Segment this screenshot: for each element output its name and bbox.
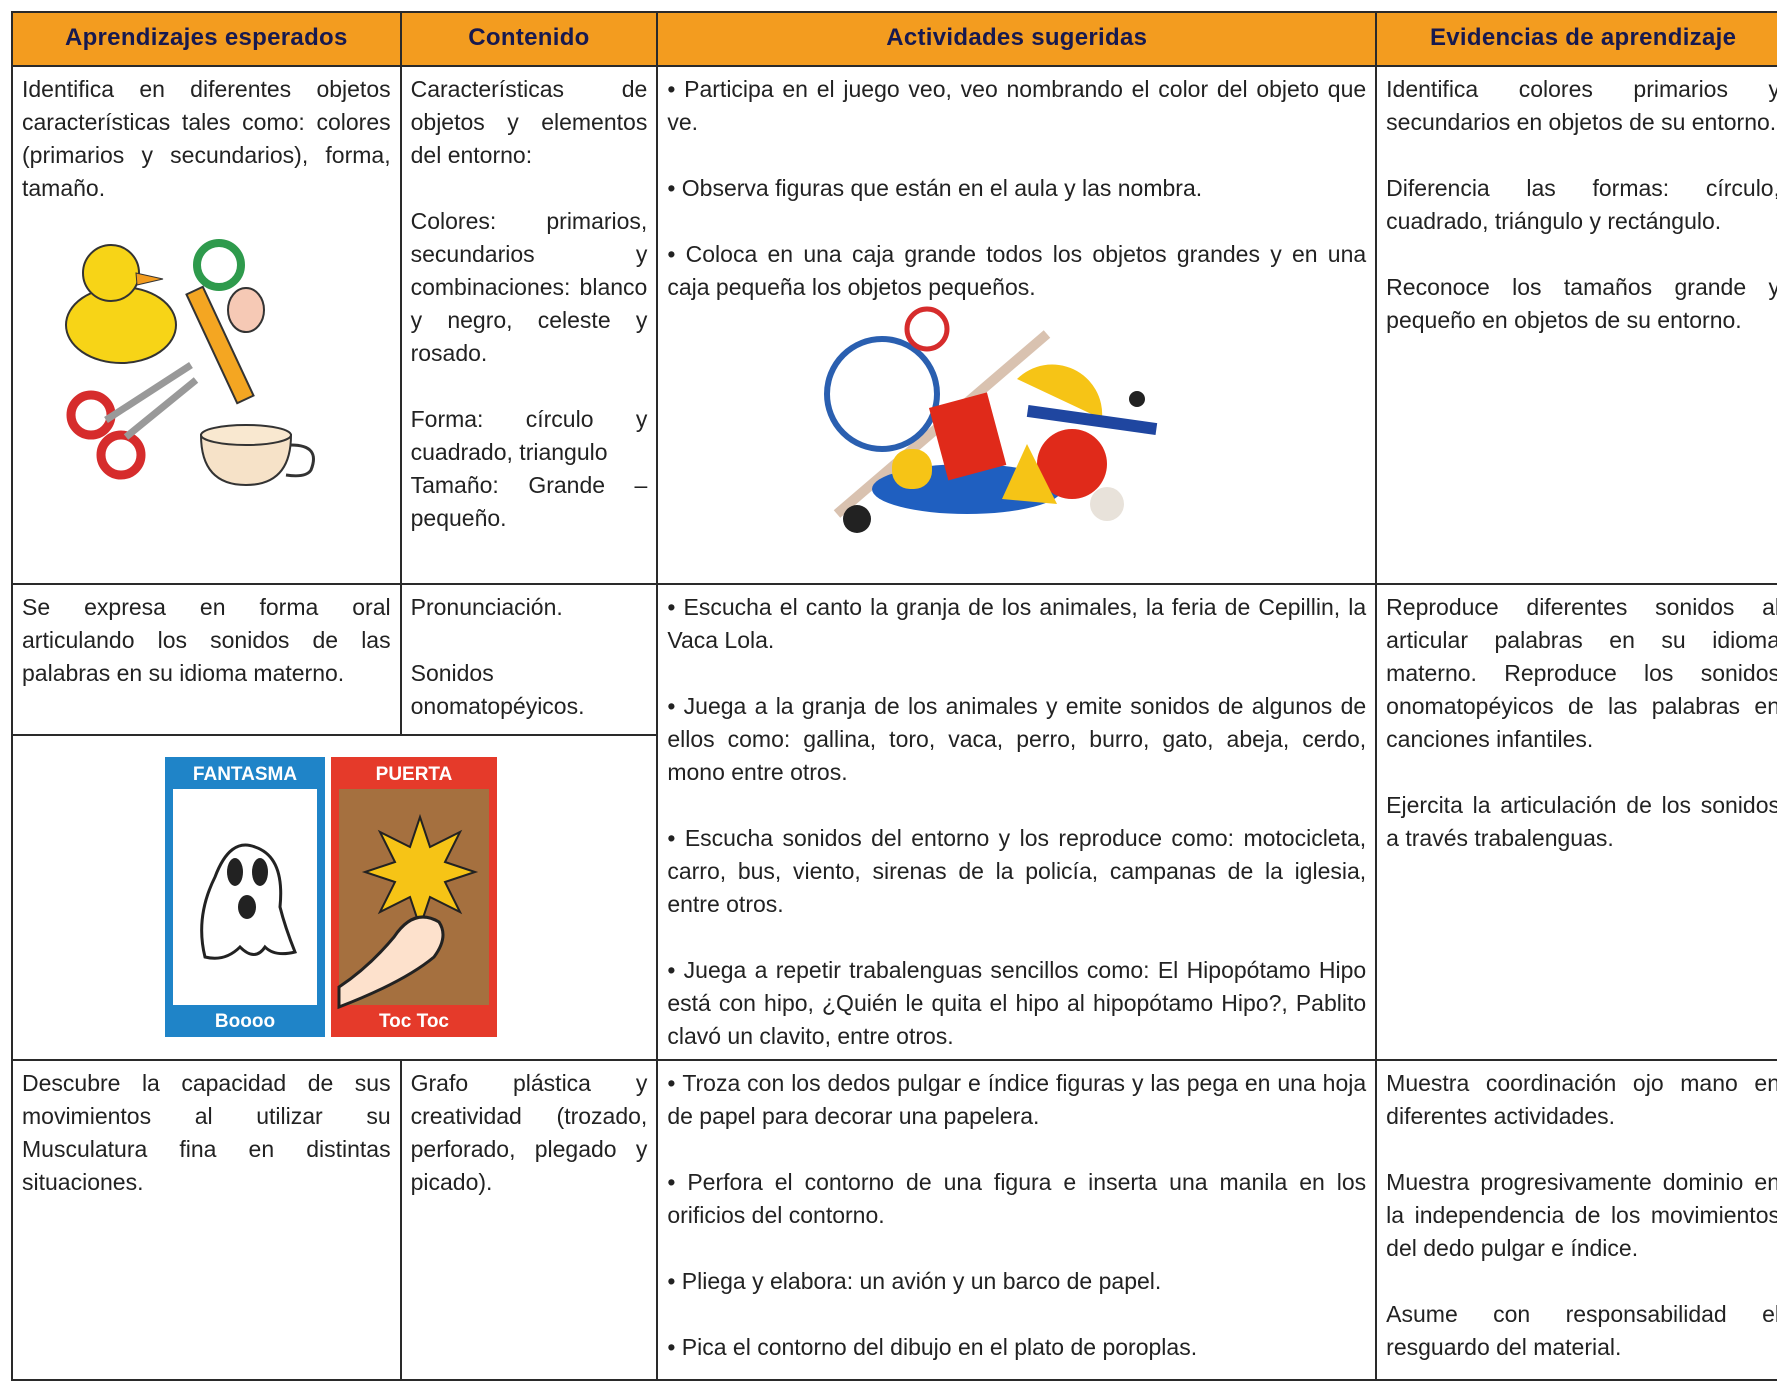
paragraph: Pronunciación. [410, 594, 563, 620]
cup [200, 434, 293, 487]
header-row: Aprendizajes esperados Contenido Actividad… [11, 11, 1777, 67]
paragraph: Reconoce los tamaños grande y pequeño en… [1386, 274, 1777, 333]
duck-head [82, 244, 141, 302]
expected-cell: Se expresa en forma oral articulando los… [11, 583, 402, 736]
paragraph: Colores: primarios, secundarios y combin… [410, 208, 648, 366]
activity-item: Escucha el canto la granja de los animal… [667, 591, 1366, 657]
column-header: Actividades sugeridas [656, 11, 1378, 67]
paragraph: Descubre la capacidad de sus movimientos… [22, 1070, 391, 1195]
pacifier-nipple [227, 287, 266, 333]
activities-cell: Participa en el juego veo, veo nombrando… [656, 65, 1378, 585]
knock-burst [361, 814, 478, 931]
table-row: Descubre la capacidad de sus movimientos… [11, 1059, 1777, 1381]
image-cell: FANTASMA Boooo PUERTA Toc Toc [10, 733, 659, 1062]
table-body: Identifica en diferentes objetos caracte… [10, 65, 1777, 1381]
card-title: FANTASMA [193, 764, 297, 785]
activity-item: Juega a repetir trabalenguas sencillos c… [667, 954, 1366, 1053]
blue-bar [1026, 405, 1157, 435]
activity-item: Perfora el contorno de una figura e inse… [667, 1166, 1366, 1232]
evidence-cell: Muestra coordinación ojo mano en diferen… [1375, 1059, 1777, 1381]
duck-beak [135, 272, 164, 286]
black-ball [842, 505, 871, 533]
body: Aprendizajes esperados Contenido Actividad… [0, 0, 1777, 1349]
content-cell: Grafo plástica y creatividad (trozado, p… [399, 1059, 659, 1381]
paragraph: Identifica colores primarios y secundari… [1386, 76, 1777, 135]
blue-ring [823, 336, 940, 452]
objects-illustration [65, 239, 316, 487]
pacifier-ring [193, 239, 246, 291]
paragraph: Asume con responsabilidad el resguardo d… [1386, 1301, 1777, 1360]
ghost-mouth [237, 895, 256, 920]
scissors-handle [96, 430, 146, 480]
activity-item: Observa figuras que están en el aula y l… [667, 172, 1366, 205]
page: {"table": { "header": ["Aprendizajes esp… [0, 0, 1777, 1349]
column-header: Evidencias de aprendizaje [1375, 11, 1777, 67]
paragraph: Reproduce diferentes sonidos al articula… [1386, 594, 1777, 752]
expected-cell: Identifica en diferentes objetos caracte… [11, 65, 402, 585]
activity-item: Troza con los dedos pulgar e índice figu… [667, 1067, 1366, 1133]
scissors-handle [66, 390, 116, 440]
table-row: Se expresa en forma oral articulando los… [11, 583, 1777, 1061]
red-ball [1036, 429, 1107, 499]
card-title: PUERTA [375, 764, 452, 785]
paragraph: Sonidos onomatopéyicos. [410, 660, 585, 719]
card-caption: Toc Toc [379, 1011, 449, 1032]
sound-cards: FANTASMA Boooo PUERTA Toc Toc [164, 757, 497, 1038]
paragraph: Características de objetos y elementos d… [410, 76, 648, 168]
card-caption: Boooo [215, 1011, 275, 1032]
paragraph: Se expresa en forma oral articulando los… [22, 594, 391, 686]
activity-item: Pica el contorno del dibujo en el plato … [667, 1331, 1366, 1364]
red-ring [904, 306, 950, 352]
yellow-cylinder [891, 449, 932, 489]
paragraph: Muestra coordinación ojo mano en diferen… [1386, 1070, 1777, 1129]
column-header: Aprendizajes esperados [11, 11, 402, 67]
expected-cell: Descubre la capacidad de sus movimientos… [11, 1059, 402, 1381]
paragraph: Diferencia las formas: círculo, cuadrado… [1386, 175, 1777, 234]
curriculum-table: Aprendizajes esperados Contenido Actividad… [10, 11, 1777, 1381]
activity-item: Pliega y elabora: un avión y un barco de… [667, 1265, 1366, 1298]
content-cell: Pronunciación. Sonidos onomatopéyicos. [399, 583, 659, 736]
activity-item: Juega a la granja de los animales y emit… [667, 690, 1366, 789]
table-row: FANTASMA Boooo PUERTA Toc Toc [10, 733, 1777, 1062]
activities-cell: Troza con los dedos pulgar e índice figu… [656, 1059, 1378, 1381]
column-header: Contenido [399, 11, 659, 67]
paragraph: Ejercita la articulación de los sonidos … [1386, 792, 1777, 851]
red-cube [928, 392, 1007, 481]
knocking-hand [337, 915, 445, 1010]
activity-item: Escucha sonidos del entorno y los reprod… [667, 822, 1366, 921]
white-ball [1089, 487, 1124, 521]
cup-handle [286, 443, 316, 478]
cup-rim [200, 424, 293, 446]
paragraph: Forma: círculo y cuadrado, triangulo [410, 406, 648, 465]
evidence-cell: Reproduce diferentes sonidos al articula… [1375, 583, 1777, 1061]
paragraph: Muestra progresivamente dominio en la in… [1386, 1169, 1777, 1261]
evidence-cell: Identifica colores primarios y secundari… [1375, 65, 1777, 585]
activities-cell: Escucha el canto la granja de los animal… [656, 583, 1378, 1061]
activity-item: Participa en el juego veo, veo nombrando… [667, 73, 1366, 139]
scissors-blades [104, 362, 199, 440]
yellow-pyramid [1001, 444, 1057, 504]
shapes-illustration [823, 306, 1157, 533]
paragraph: Tamaño: Grande – pequeño. [410, 472, 648, 531]
ghost-eye [226, 858, 243, 887]
pencil [185, 285, 256, 405]
black-ball [1128, 391, 1145, 407]
content-cell: Características de objetos y elementos d… [399, 65, 659, 585]
table-row: Identifica en diferentes objetos caracte… [11, 65, 1777, 585]
ghost-eye [251, 858, 268, 887]
paragraph: Identifica en diferentes objetos caracte… [22, 76, 391, 201]
yellow-half-disc [1016, 364, 1102, 419]
paragraph: Grafo plástica y creatividad (trozado, p… [410, 1070, 648, 1195]
activity-item: Coloca en una caja grande todos los obje… [667, 238, 1366, 304]
